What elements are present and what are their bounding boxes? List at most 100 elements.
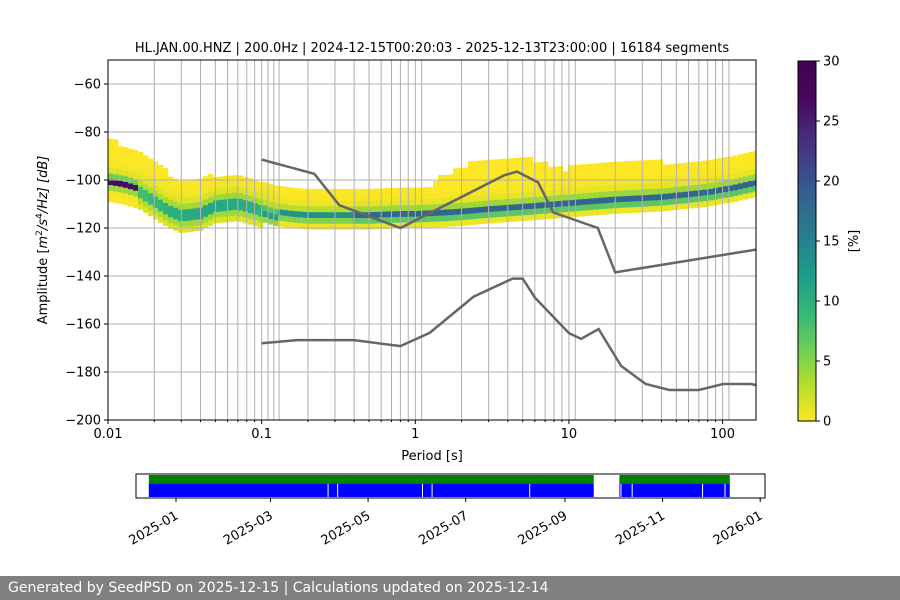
heatmap-cell bbox=[523, 168, 529, 175]
heatmap-cell bbox=[123, 158, 129, 165]
heatmap-cell bbox=[443, 209, 449, 216]
heatmap-cell bbox=[523, 186, 529, 193]
heatmap-cell bbox=[148, 181, 154, 188]
timeline-tick-label: 2025-07 bbox=[416, 508, 471, 548]
heatmap-cell bbox=[508, 210, 514, 217]
heatmap-cell bbox=[513, 204, 519, 211]
heatmap-cell bbox=[703, 172, 709, 179]
timeline-tick-label: 2025-05 bbox=[319, 508, 374, 548]
heatmap-cell bbox=[568, 170, 574, 178]
heatmap-cell bbox=[373, 205, 379, 212]
heatmap-cell bbox=[118, 174, 124, 181]
colorbar-label: [%] bbox=[847, 230, 862, 253]
heatmap-cell bbox=[553, 212, 559, 219]
colorbar-tick-label: 15 bbox=[823, 235, 840, 250]
heatmap-cell bbox=[553, 201, 559, 208]
heatmap-cell bbox=[148, 204, 154, 211]
heatmap-cell bbox=[408, 193, 414, 200]
timeline-frame bbox=[135, 473, 766, 499]
heatmap-cell bbox=[308, 223, 314, 230]
heatmap-cell bbox=[133, 201, 139, 208]
heatmap-cell bbox=[523, 174, 529, 181]
heatmap-cell bbox=[668, 175, 674, 182]
heatmap-cell bbox=[168, 211, 174, 218]
heatmap-cell bbox=[623, 172, 629, 179]
heatmap-cell bbox=[528, 162, 534, 169]
heatmap-cell bbox=[543, 161, 549, 168]
heatmap-cell bbox=[583, 198, 589, 205]
heatmap-cell bbox=[273, 191, 279, 198]
heatmap-cell bbox=[588, 180, 594, 188]
heatmap-cell bbox=[293, 222, 299, 229]
heatmap-cell bbox=[238, 175, 244, 182]
heatmap-cell bbox=[133, 178, 139, 185]
heatmap-cell bbox=[673, 192, 679, 199]
heatmap-cell bbox=[128, 154, 134, 161]
heatmap-cell bbox=[603, 168, 609, 175]
heatmap-cell bbox=[313, 217, 319, 224]
heatmap-cell bbox=[578, 210, 584, 217]
heatmap-cell bbox=[373, 223, 379, 230]
heatmap-cell bbox=[728, 190, 734, 197]
heatmap-cell bbox=[108, 144, 114, 151]
used-data-bar bbox=[148, 475, 594, 484]
heatmap-cell bbox=[603, 197, 609, 204]
heatmap-cell bbox=[358, 206, 364, 213]
heatmap-cell bbox=[603, 208, 609, 215]
heatmap-cell bbox=[498, 170, 504, 177]
heatmap-cell bbox=[663, 176, 669, 183]
heatmap-cell bbox=[733, 166, 739, 173]
heatmap-cell bbox=[633, 206, 639, 213]
heatmap-cell bbox=[353, 194, 359, 201]
heatmap-cell bbox=[348, 200, 354, 207]
heatmap-cell bbox=[603, 174, 609, 181]
heatmap-cell bbox=[473, 207, 479, 214]
heatmap-cell bbox=[133, 190, 139, 197]
heatmap-cell bbox=[458, 196, 464, 203]
heatmap-cell bbox=[528, 208, 534, 215]
heatmap-cell bbox=[623, 190, 629, 197]
heatmap-cell bbox=[383, 188, 389, 195]
heatmap-cell bbox=[498, 187, 504, 194]
heatmap-cell bbox=[338, 206, 344, 213]
heatmap-cell bbox=[668, 164, 674, 171]
heatmap-cell bbox=[653, 205, 659, 212]
heatmap-cell bbox=[608, 162, 614, 169]
heatmap-cell bbox=[468, 161, 474, 168]
heatmap-cell bbox=[703, 166, 709, 173]
heatmap-cell bbox=[488, 211, 494, 218]
heatmap-cell bbox=[458, 214, 464, 221]
heatmap-cell bbox=[143, 201, 149, 208]
heatmap-cell bbox=[523, 157, 529, 164]
heatmap-cell bbox=[388, 216, 394, 223]
heatmap-cell bbox=[303, 194, 309, 201]
heatmap-cell bbox=[158, 170, 164, 177]
heatmap-cell bbox=[538, 179, 544, 186]
heatmap-cell bbox=[263, 199, 269, 206]
heatmap-cell bbox=[628, 178, 634, 185]
heatmap-cell bbox=[463, 202, 469, 209]
heatmap-cell bbox=[143, 178, 149, 185]
heatmap-cell bbox=[458, 173, 464, 180]
heatmap-cell bbox=[518, 203, 524, 210]
heatmap-cell bbox=[173, 207, 179, 214]
heatmap-cell bbox=[473, 172, 479, 179]
heatmap-cell bbox=[593, 163, 599, 170]
heatmap-cell bbox=[133, 196, 139, 203]
heatmap-cell bbox=[523, 209, 529, 216]
heatmap-cell bbox=[753, 179, 756, 186]
heatmap-cell bbox=[653, 165, 659, 172]
heatmap-cell bbox=[438, 209, 444, 216]
heatmap-cell bbox=[283, 215, 289, 222]
heatmap-cell bbox=[623, 161, 629, 168]
heatmap-cell bbox=[578, 199, 584, 206]
heatmap-cell bbox=[258, 204, 264, 211]
heatmap-cell bbox=[673, 198, 679, 205]
heatmap-cell bbox=[333, 211, 339, 218]
heatmap-cell bbox=[163, 214, 169, 221]
heatmap-cell bbox=[143, 206, 149, 214]
heatmap-cell bbox=[558, 177, 564, 184]
colorbar-tick-label: 20 bbox=[823, 175, 840, 190]
heatmap-cell bbox=[688, 179, 694, 186]
heatmap-cell bbox=[468, 178, 474, 185]
